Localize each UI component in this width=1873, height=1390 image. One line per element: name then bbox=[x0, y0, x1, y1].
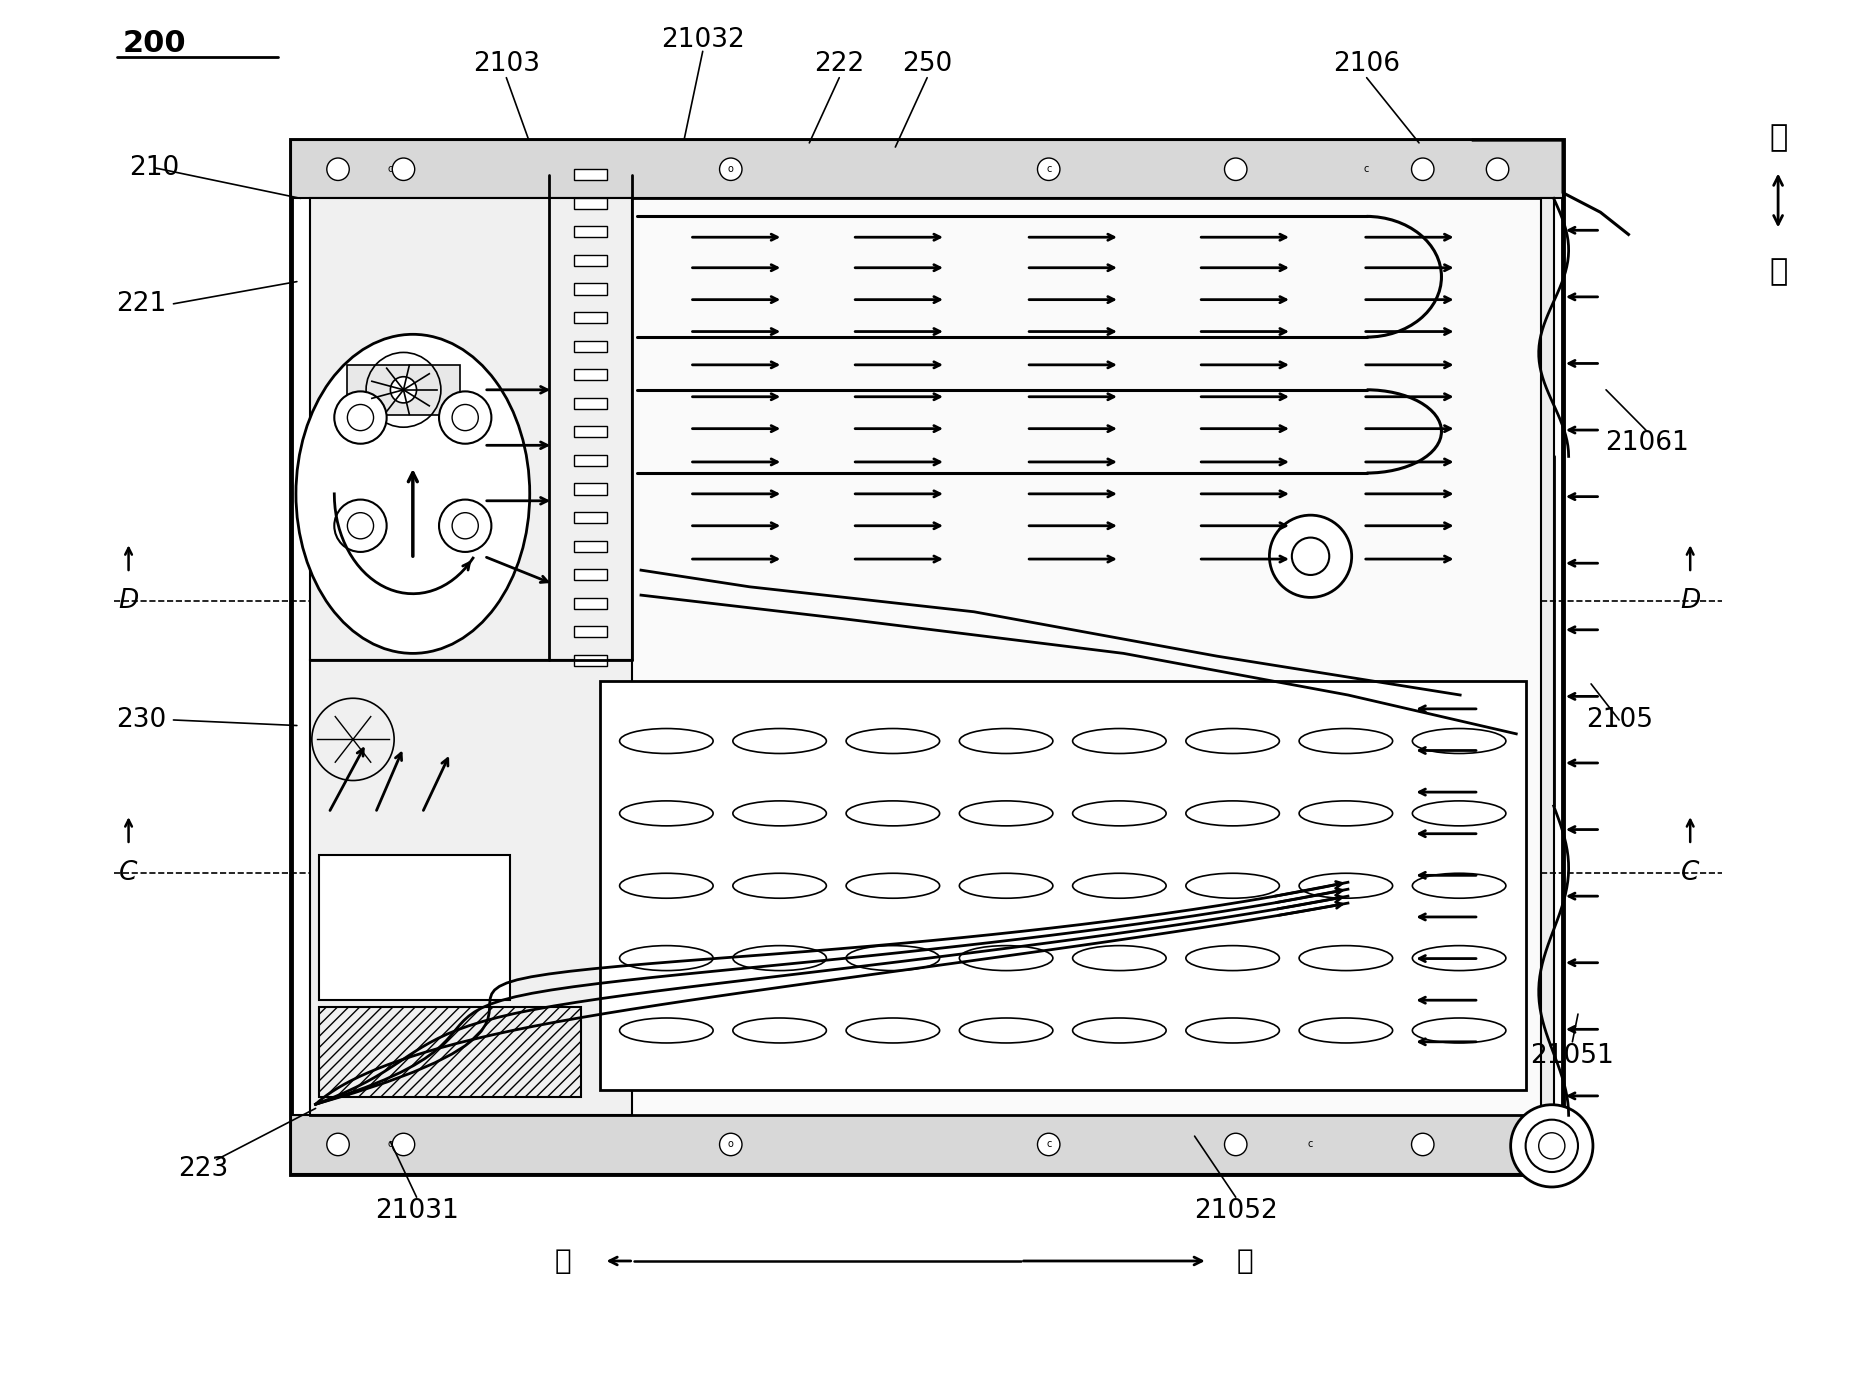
Text: o: o bbox=[729, 164, 734, 174]
Text: 前: 前 bbox=[1236, 1247, 1253, 1275]
Bar bbox=[573, 455, 607, 466]
Circle shape bbox=[326, 1133, 348, 1155]
Circle shape bbox=[326, 158, 348, 181]
Circle shape bbox=[1038, 1133, 1060, 1155]
Bar bbox=[318, 1008, 581, 1097]
Bar bbox=[573, 427, 607, 438]
Circle shape bbox=[451, 513, 478, 539]
Text: D: D bbox=[118, 588, 139, 613]
Bar bbox=[309, 199, 1541, 1115]
Text: o: o bbox=[729, 1140, 734, 1150]
Circle shape bbox=[347, 404, 373, 431]
Circle shape bbox=[1526, 1120, 1577, 1172]
Bar bbox=[309, 660, 631, 1115]
Circle shape bbox=[1292, 538, 1330, 575]
Circle shape bbox=[719, 1133, 742, 1155]
Bar bbox=[573, 655, 607, 666]
Bar bbox=[573, 370, 607, 381]
Bar bbox=[573, 197, 607, 208]
Bar bbox=[292, 1115, 1564, 1173]
Bar bbox=[573, 484, 607, 495]
Text: C: C bbox=[120, 859, 139, 885]
Bar bbox=[573, 254, 607, 265]
Bar bbox=[573, 398, 607, 409]
Text: 210: 210 bbox=[129, 154, 180, 181]
Bar bbox=[573, 598, 607, 609]
Text: D: D bbox=[1680, 588, 1701, 613]
Text: 21031: 21031 bbox=[375, 1198, 459, 1225]
Text: 右: 右 bbox=[1768, 122, 1787, 152]
Bar bbox=[347, 364, 459, 414]
Circle shape bbox=[438, 392, 491, 443]
Text: 200: 200 bbox=[124, 29, 187, 57]
Text: C: C bbox=[1680, 859, 1699, 885]
Text: c: c bbox=[388, 164, 393, 174]
Bar bbox=[292, 140, 1564, 1173]
Circle shape bbox=[719, 158, 742, 181]
Circle shape bbox=[391, 1133, 414, 1155]
Bar bbox=[573, 227, 607, 238]
Text: 21051: 21051 bbox=[1530, 1042, 1615, 1069]
Text: 21052: 21052 bbox=[1193, 1198, 1277, 1225]
Bar bbox=[573, 341, 607, 352]
Circle shape bbox=[1225, 158, 1247, 181]
Bar bbox=[573, 170, 607, 181]
Circle shape bbox=[390, 377, 416, 403]
Circle shape bbox=[451, 404, 478, 431]
Circle shape bbox=[1225, 1133, 1247, 1155]
Circle shape bbox=[1412, 158, 1435, 181]
Text: 后: 后 bbox=[554, 1247, 571, 1275]
Text: 222: 222 bbox=[815, 51, 863, 76]
Text: c: c bbox=[388, 1140, 393, 1150]
Circle shape bbox=[391, 158, 414, 181]
Circle shape bbox=[1412, 1133, 1435, 1155]
Text: 21061: 21061 bbox=[1605, 430, 1689, 456]
Circle shape bbox=[1038, 158, 1060, 181]
Circle shape bbox=[1512, 1105, 1592, 1187]
Bar bbox=[573, 569, 607, 580]
Bar bbox=[573, 512, 607, 523]
Circle shape bbox=[1487, 158, 1510, 181]
Text: 230: 230 bbox=[116, 708, 167, 733]
Text: 2105: 2105 bbox=[1586, 708, 1652, 733]
Text: 左: 左 bbox=[1768, 257, 1787, 286]
Bar bbox=[573, 541, 607, 552]
Text: c: c bbox=[1307, 1140, 1313, 1150]
Bar bbox=[309, 199, 631, 660]
Text: c: c bbox=[1045, 1140, 1051, 1150]
Text: c: c bbox=[1364, 164, 1369, 174]
Bar bbox=[292, 140, 1564, 199]
Circle shape bbox=[438, 499, 491, 552]
Text: c: c bbox=[1045, 164, 1051, 174]
Text: 2103: 2103 bbox=[472, 51, 539, 76]
Bar bbox=[573, 284, 607, 295]
Bar bbox=[1541, 199, 1555, 1115]
Bar bbox=[573, 311, 607, 322]
Circle shape bbox=[333, 392, 386, 443]
Circle shape bbox=[347, 513, 373, 539]
Circle shape bbox=[333, 499, 386, 552]
Bar bbox=[573, 627, 607, 637]
Text: 21032: 21032 bbox=[661, 28, 745, 53]
Text: 221: 221 bbox=[116, 291, 167, 317]
Circle shape bbox=[1270, 516, 1352, 598]
Bar bbox=[599, 681, 1526, 1090]
Text: 250: 250 bbox=[903, 51, 951, 76]
Bar bbox=[318, 855, 509, 1001]
Circle shape bbox=[1540, 1133, 1566, 1159]
Text: 223: 223 bbox=[178, 1156, 229, 1183]
Text: 2106: 2106 bbox=[1334, 51, 1401, 76]
Ellipse shape bbox=[296, 335, 530, 653]
